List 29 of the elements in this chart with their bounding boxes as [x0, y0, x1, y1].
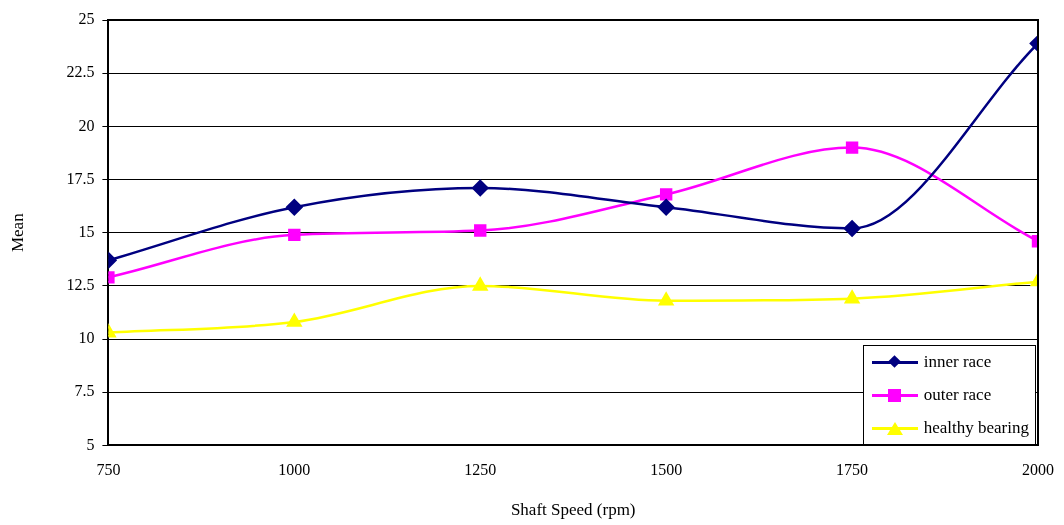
x-axis-title: Shaft Speed (rpm)	[510, 500, 636, 520]
point	[474, 224, 487, 237]
y-tick-label: 17.5	[66, 169, 95, 187]
y-tick-label: 25	[78, 10, 95, 28]
x-tick-label: 1250	[464, 461, 497, 479]
point	[471, 179, 489, 197]
point	[286, 198, 303, 216]
point	[472, 277, 488, 291]
point	[657, 198, 675, 216]
point	[287, 313, 302, 327]
y-tick-label: 12.5	[66, 276, 95, 294]
x-tick-label: 1500	[650, 461, 683, 479]
legend-label: inner race	[923, 352, 992, 372]
legend-label: healthy bearing	[923, 418, 1029, 438]
y-tick-label: 22.5	[66, 63, 95, 81]
y-tick-label: 7.5	[74, 382, 95, 400]
point	[659, 188, 673, 201]
x-tick-label: 750	[96, 461, 121, 479]
y-tick-label: 15	[78, 222, 95, 240]
point	[288, 228, 301, 242]
y-tick-label: 10	[78, 329, 95, 347]
y-axis-title: Mean	[7, 212, 27, 253]
x-tick-label: 1750	[836, 461, 869, 479]
y-tick-label: 20	[78, 116, 95, 134]
x-tick-label: 2000	[1022, 461, 1054, 479]
x-tick-label: 1000	[278, 461, 311, 479]
y-tick-label: 5	[86, 435, 95, 453]
legend-label: outer race	[923, 385, 992, 405]
point	[658, 292, 674, 306]
